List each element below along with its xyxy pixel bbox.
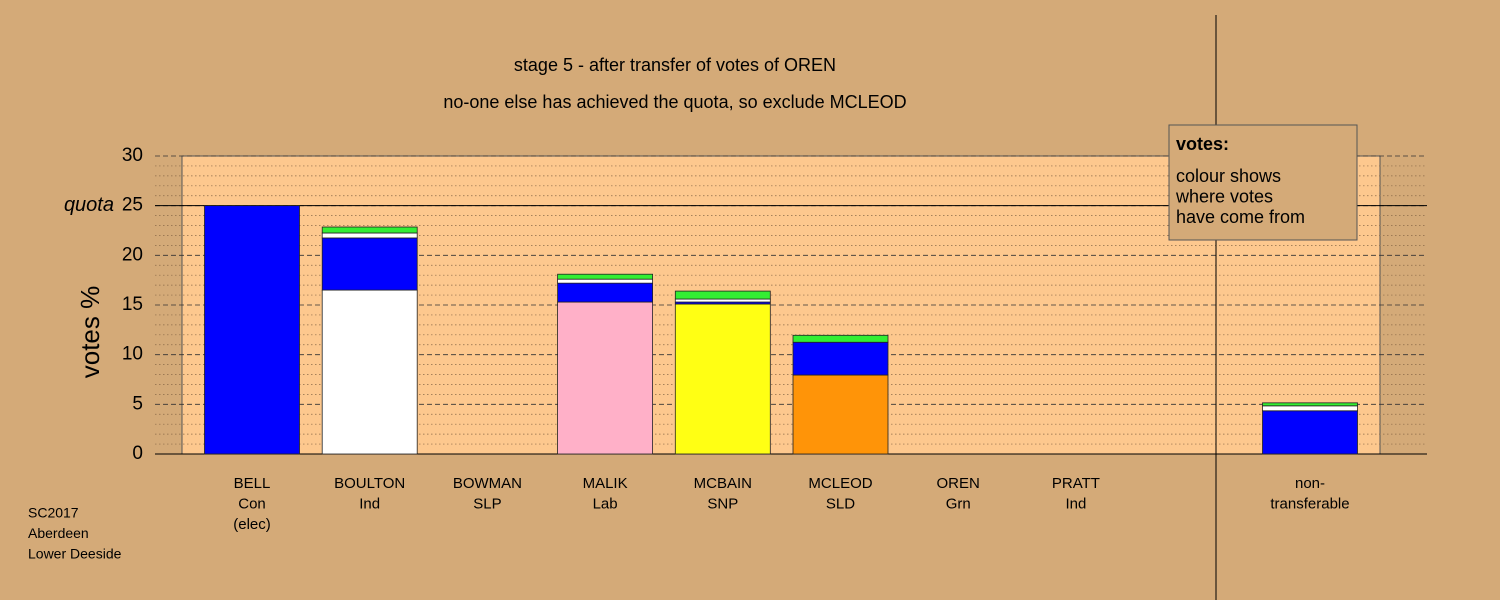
bar-segment	[1262, 410, 1358, 455]
x-tick-label: BELL	[234, 475, 271, 492]
chart-subtitle: no-one else has achieved the quota, so e…	[443, 92, 906, 112]
legend-box	[1168, 124, 1358, 241]
bar-segment	[792, 341, 889, 376]
x-tick-label: BOULTON	[334, 475, 405, 492]
bar-segment	[674, 290, 771, 300]
legend-text: colour shows	[1176, 166, 1281, 186]
x-tick-label: Con	[238, 495, 266, 512]
bar-segment	[674, 303, 771, 455]
x-tick-label: Grn	[946, 495, 971, 512]
y-tick-label: 20	[122, 244, 143, 265]
x-tick-label: PRATT	[1052, 475, 1100, 492]
x-tick-label: non-	[1295, 475, 1325, 492]
x-tick-label: OREN	[937, 475, 980, 492]
x-tick-label: BOWMAN	[453, 475, 522, 492]
bar-segment	[321, 237, 418, 291]
bar-segment	[321, 232, 418, 239]
bar-segment	[557, 278, 653, 284]
footnote: Aberdeen	[28, 525, 89, 541]
x-tick-label: Lab	[593, 495, 618, 512]
x-tick-label: SLD	[826, 495, 855, 512]
x-tick-label: MALIK	[583, 475, 628, 492]
bar-segment	[557, 273, 653, 280]
y-tick-label: 10	[122, 344, 143, 365]
bar-segment	[792, 374, 889, 455]
footnote: Lower Deeside	[28, 546, 122, 562]
x-tick-label: MCBAIN	[694, 475, 752, 492]
bar-segment	[1262, 405, 1358, 412]
legend-text: have come from	[1176, 207, 1305, 227]
bar-segment	[557, 282, 653, 303]
y-tick-label: 30	[122, 145, 143, 166]
bar-segment	[557, 301, 653, 455]
x-tick-label: (elec)	[233, 516, 271, 533]
bar-segment	[792, 334, 889, 343]
y-tick-label: 25	[122, 195, 143, 216]
bar-segment	[321, 226, 418, 234]
legend-heading: votes:	[1176, 134, 1229, 154]
footnote: SC2017	[28, 505, 79, 521]
y-tick-label: 5	[132, 393, 143, 414]
y-tick-label: 15	[122, 294, 143, 315]
x-tick-label: SLP	[473, 495, 501, 512]
chart-title: stage 5 - after transfer of votes of ORE…	[514, 55, 836, 75]
y-axis-label: votes %	[75, 286, 105, 379]
x-tick-label: MCLEOD	[808, 475, 872, 492]
x-tick-label: Ind	[1065, 495, 1086, 512]
x-tick-label: Ind	[359, 495, 380, 512]
legend-text: where votes	[1175, 186, 1273, 206]
bar-segment	[204, 205, 300, 455]
x-tick-label: transferable	[1270, 495, 1349, 512]
bar-segment	[1262, 402, 1358, 407]
x-tick-label: SNP	[707, 495, 738, 512]
bar-segment	[321, 289, 418, 455]
quota-label: quota	[64, 194, 114, 216]
bar-segment	[674, 298, 771, 303]
y-tick-label: 0	[132, 443, 143, 464]
